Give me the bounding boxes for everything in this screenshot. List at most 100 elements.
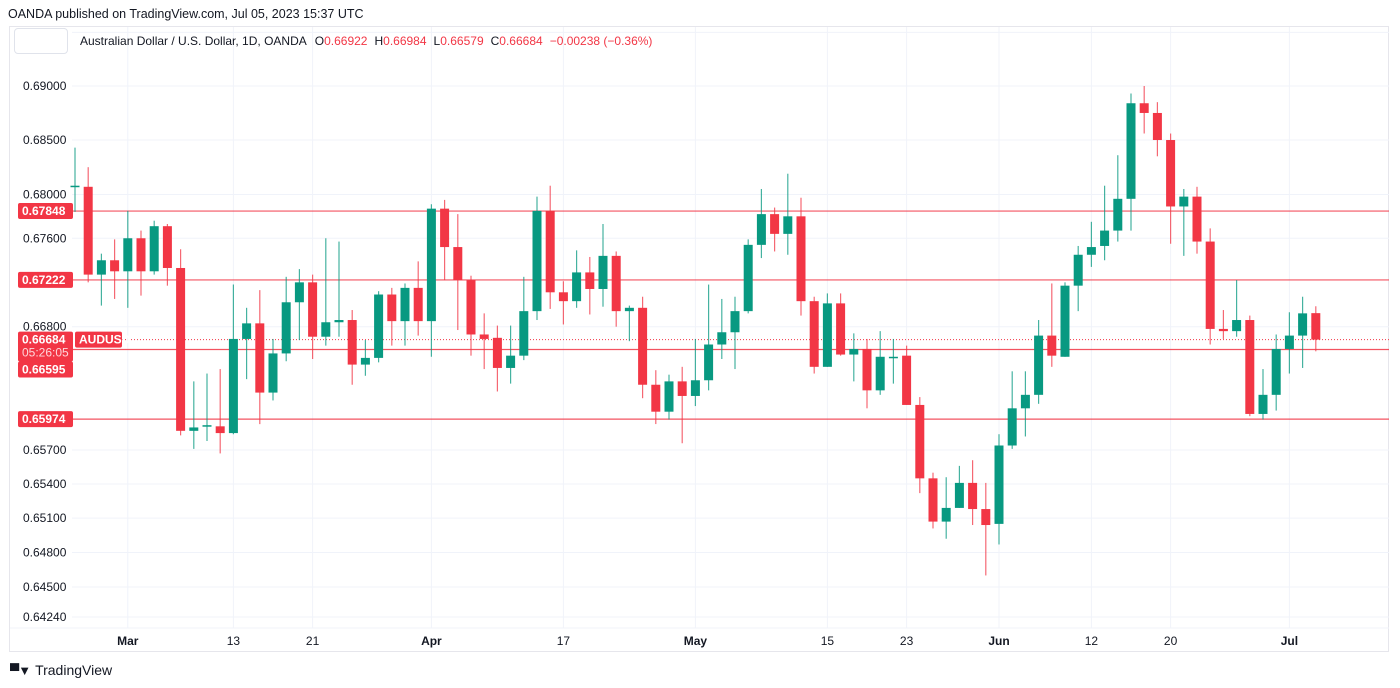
level-price-label: 0.67848 — [18, 203, 73, 220]
candle-up — [954, 465, 964, 508]
y-tick-label: 0.68000 — [23, 187, 67, 201]
candle-up — [743, 239, 753, 314]
candle-body — [770, 214, 780, 234]
x-axis[interactable]: Mar 13 21 Apr 17 May 15 23 Jun 12 20 Jul — [117, 634, 1298, 648]
y-tick-label: 0.64500 — [23, 580, 67, 594]
candle-body — [677, 381, 687, 396]
candle-body — [1179, 196, 1189, 207]
candle-body — [479, 334, 489, 339]
candle-down — [162, 223, 172, 286]
low-value: 0.66579 — [440, 34, 484, 48]
candle-down — [308, 274, 318, 360]
candle-down — [809, 296, 819, 374]
symbol-logo-box[interactable] — [14, 28, 68, 54]
candle-down — [638, 296, 648, 399]
candle-body — [1192, 196, 1202, 242]
candle-down — [1139, 86, 1149, 134]
candle-up — [1020, 371, 1030, 437]
candle-body — [1047, 335, 1057, 356]
y-tick-label: 0.68500 — [23, 133, 67, 147]
candle-body — [822, 303, 832, 367]
candle-body — [994, 445, 1004, 524]
candle-up — [189, 381, 199, 449]
level-price-label: 0.67222 — [18, 271, 73, 288]
candle-down — [611, 251, 621, 327]
candle-body — [598, 255, 608, 289]
symbol-label: AUDUSD — [75, 331, 131, 348]
published-caption: OANDA published on TradingView.com, Jul … — [8, 7, 364, 21]
level-price-label: 0.65974 — [18, 411, 73, 428]
candle-body — [400, 287, 410, 322]
candle-body — [1232, 320, 1242, 332]
candle-body — [585, 272, 595, 289]
candle-down — [651, 370, 661, 425]
x-tick-label: Jun — [988, 634, 1009, 648]
candle-body — [730, 311, 740, 333]
candle-down — [215, 369, 225, 454]
candle-body — [1152, 112, 1162, 141]
candle-body — [149, 226, 159, 272]
candle-up — [360, 340, 370, 376]
candle-up — [149, 220, 159, 275]
candle-down — [1311, 306, 1321, 352]
tradingview-logo-icon: ▀▼ — [10, 662, 31, 678]
y-tick-label: 0.65100 — [23, 511, 67, 525]
candle-up — [294, 269, 304, 341]
candle-body — [268, 353, 278, 393]
candle-down — [440, 199, 450, 281]
candle-up — [822, 293, 832, 367]
candle-body — [572, 272, 582, 302]
candle-down — [176, 249, 186, 436]
candle-up — [400, 283, 410, 346]
candle-up — [506, 325, 516, 384]
candle-body — [413, 287, 423, 322]
last-price-label-bg — [18, 331, 73, 362]
candle-down — [347, 310, 357, 385]
candle-body — [651, 384, 661, 412]
candle-up — [717, 298, 727, 360]
candle-body — [1245, 320, 1255, 414]
candle-up — [374, 291, 384, 363]
candle-body — [532, 210, 542, 312]
candle-down — [558, 281, 568, 325]
candle-body — [228, 338, 238, 434]
candle-down — [545, 185, 555, 309]
candle-up — [1086, 221, 1096, 267]
candle-down — [255, 290, 265, 425]
open-label: O — [314, 34, 325, 48]
candle-body — [176, 267, 186, 431]
candle-up — [334, 241, 344, 337]
open-value: 0.66922 — [324, 34, 368, 48]
candle-down — [1152, 102, 1162, 157]
candle-up — [1284, 312, 1294, 374]
candle-body — [690, 380, 700, 396]
x-tick-label: 12 — [1085, 634, 1099, 648]
candle-down — [915, 397, 925, 494]
candle-body — [1205, 241, 1215, 329]
last-price-text: 0.66684 — [22, 333, 66, 347]
candle-body — [941, 507, 951, 522]
candle-up — [1298, 296, 1308, 368]
candle-up — [849, 333, 859, 382]
candle-body — [281, 302, 291, 354]
tradingview-footer[interactable]: ▀▼ TradingView — [10, 662, 112, 678]
y-axis[interactable]: 0.695000.690000.685000.680000.676000.668… — [23, 25, 67, 624]
level-price-label: 0.66595 — [18, 361, 73, 378]
high-value: 0.66984 — [383, 34, 427, 48]
candle-body — [756, 214, 766, 245]
candle-down — [862, 338, 872, 409]
candle-down — [928, 472, 938, 529]
level-price-label-bg — [18, 271, 73, 288]
candle-up — [994, 434, 1004, 545]
chart-legend: Australian Dollar / U.S. Dollar, 1D, OAN… — [14, 28, 659, 54]
x-tick-label: 17 — [557, 634, 571, 648]
high-label: H — [374, 34, 384, 48]
candle-up — [1073, 245, 1083, 312]
candle-body — [506, 355, 516, 368]
candle-up — [1179, 188, 1189, 256]
candle-body — [1166, 140, 1176, 207]
y-tick-label: 0.64800 — [23, 545, 67, 559]
low-label: L — [433, 34, 441, 48]
candle-down — [902, 345, 912, 405]
